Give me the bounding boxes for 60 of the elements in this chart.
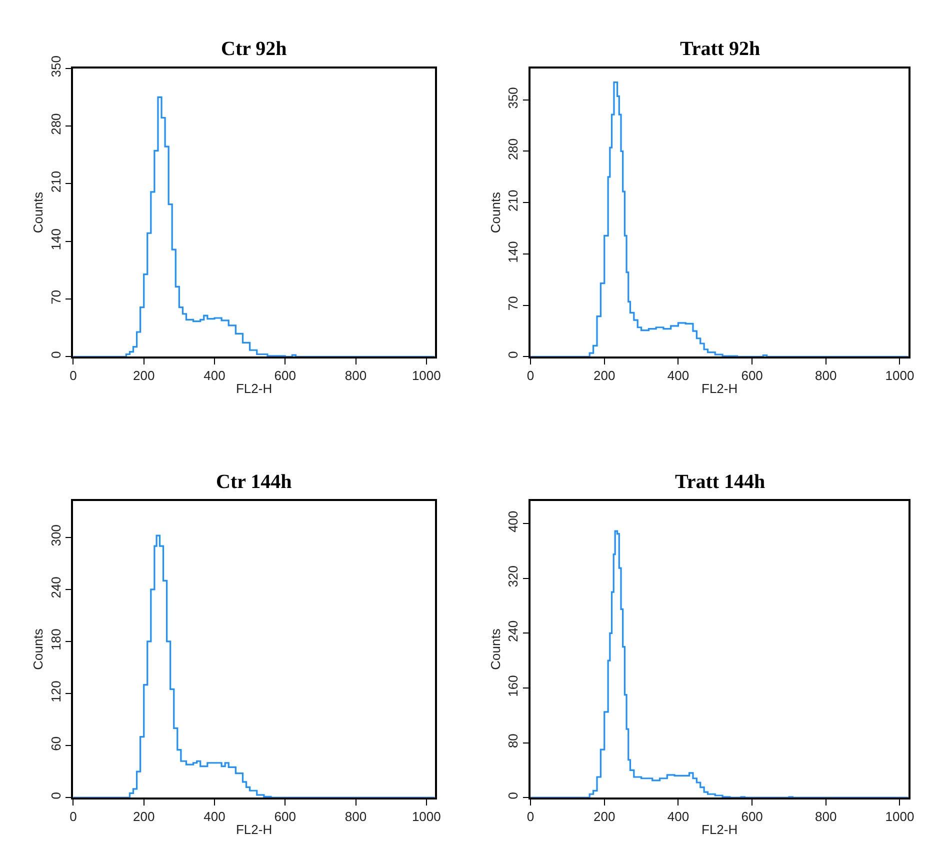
y-tick-label: 280	[506, 138, 521, 160]
y-tick-label: 350	[506, 87, 521, 109]
y-tick-label: 280	[48, 113, 64, 135]
x-tick-label: 1000	[412, 808, 441, 824]
x-tick-label: 200	[594, 368, 616, 384]
x-tick-label: 1000	[885, 368, 914, 384]
y-tick-label: 180	[48, 628, 64, 650]
x-tick-label: 600	[274, 368, 296, 384]
y-tick-label: 240	[48, 576, 64, 598]
y-tick-label: 60	[48, 736, 64, 751]
y-tick-label: 0	[506, 792, 521, 800]
y-tick-label: 0	[48, 792, 64, 800]
y-tick-label: 160	[506, 675, 521, 697]
x-tick-label: 600	[274, 808, 296, 824]
y-tick-label: 320	[506, 566, 521, 588]
y-tick-label: 70	[48, 290, 64, 304]
x-tick-label: 400	[204, 808, 226, 824]
x-axis-title: FL2-H	[236, 822, 272, 838]
y-tick-label: 70	[506, 296, 521, 311]
x-tick-label: 400	[667, 808, 690, 824]
x-tick-label: 800	[344, 368, 367, 384]
x-tick-label: 800	[344, 808, 367, 824]
y-tick-label: 120	[48, 680, 64, 702]
y-tick-label: 0	[506, 351, 521, 358]
chart-title: Tratt 92h	[680, 38, 760, 60]
y-tick-label: 0	[48, 351, 64, 358]
x-tick-label: 200	[133, 808, 155, 824]
x-tick-label: 0	[526, 368, 534, 384]
x-tick-label: 800	[815, 808, 837, 824]
chart-title: Tratt 144h	[675, 471, 766, 493]
y-tick-label: 140	[506, 241, 521, 263]
x-tick-label: 0	[526, 808, 534, 824]
y-tick-label: 300	[48, 524, 64, 546]
x-tick-label: 1000	[412, 368, 441, 384]
x-tick-label: 600	[741, 368, 763, 384]
y-axis-title: Counts	[488, 191, 504, 234]
y-tick-label: 210	[506, 190, 521, 212]
x-axis-title: FL2-H	[702, 822, 738, 838]
y-tick-label: 80	[506, 734, 521, 748]
y-tick-label: 240	[506, 620, 521, 642]
y-tick-label: 140	[48, 228, 64, 250]
y-tick-label: 400	[506, 510, 521, 532]
y-axis-title: Counts	[30, 628, 46, 670]
chart-title: Ctr 144h	[216, 471, 292, 493]
y-tick-label: 210	[48, 170, 64, 193]
y-axis-title: Counts	[488, 628, 504, 670]
chart-title: Ctr 92h	[221, 38, 287, 60]
x-tick-label: 400	[204, 368, 226, 384]
x-tick-label: 800	[815, 368, 837, 384]
x-axis-title: FL2-H	[702, 381, 738, 396]
x-tick-label: 400	[667, 368, 690, 384]
x-tick-label: 600	[741, 808, 763, 824]
x-tick-label: 1000	[885, 808, 914, 824]
y-axis-title: Counts	[30, 191, 46, 234]
x-tick-label: 200	[594, 808, 616, 824]
x-axis-title: FL2-H	[236, 381, 272, 396]
y-tick-label: 350	[48, 56, 64, 78]
x-tick-label: 0	[70, 368, 77, 384]
x-tick-label: 0	[70, 808, 77, 824]
x-tick-label: 200	[133, 368, 155, 384]
